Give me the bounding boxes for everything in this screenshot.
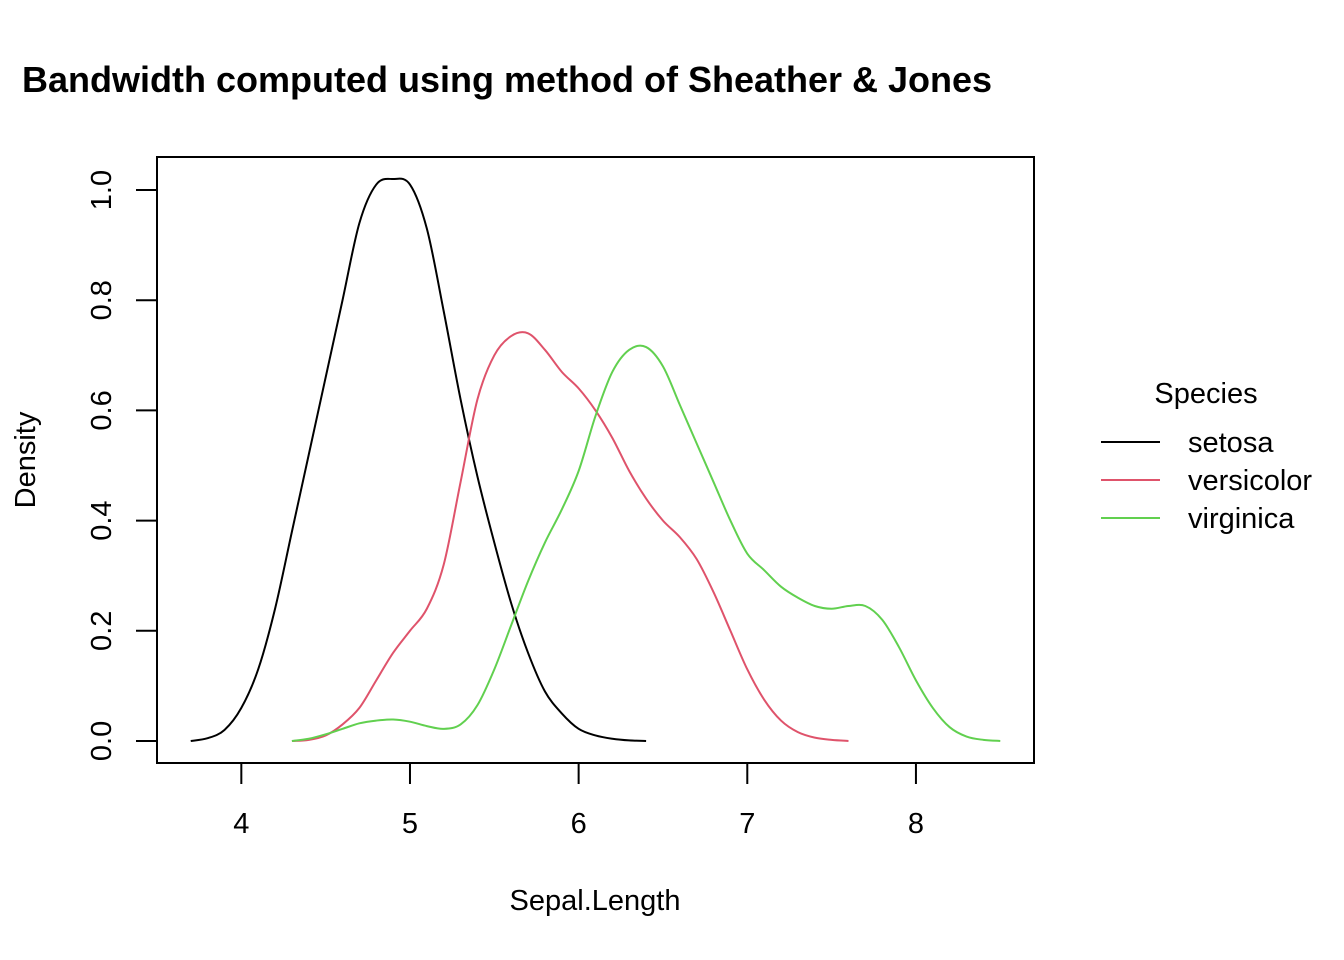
y-tick-label: 0.0 xyxy=(86,721,118,761)
y-axis-ticks: 0.0 0.2 0.4 0.6 0.8 1.0 xyxy=(86,170,157,761)
y-tick-label: 0.2 xyxy=(86,611,118,651)
legend: Species setosa versicolor virginica xyxy=(1101,378,1312,535)
y-axis-label: Density xyxy=(10,411,42,508)
y-tick-label: 0.8 xyxy=(86,280,118,320)
x-tick-label: 7 xyxy=(739,808,755,840)
series-line-versicolor xyxy=(291,331,849,742)
y-tick-label: 0.6 xyxy=(86,390,118,430)
y-tick-label: 1.0 xyxy=(86,170,118,210)
x-tick-label: 4 xyxy=(233,808,249,840)
plot-frame xyxy=(156,156,1035,764)
y-tick-label: 0.4 xyxy=(86,500,118,540)
series-lines xyxy=(190,177,1001,742)
legend-title: Species xyxy=(1154,378,1257,410)
chart-title: Bandwidth computed using method of Sheat… xyxy=(22,59,992,100)
legend-label-versicolor: versicolor xyxy=(1188,465,1312,497)
x-tick-label: 5 xyxy=(402,808,418,840)
x-axis-ticks: 4 5 6 7 8 xyxy=(233,763,924,840)
x-axis-label: Sepal.Length xyxy=(510,885,681,917)
series-line-setosa xyxy=(190,177,647,742)
x-tick-label: 6 xyxy=(571,808,587,840)
x-tick-label: 8 xyxy=(908,808,924,840)
series-line-virginica xyxy=(291,344,1001,742)
legend-label-setosa: setosa xyxy=(1188,427,1274,459)
legend-label-virginica: virginica xyxy=(1188,503,1295,535)
